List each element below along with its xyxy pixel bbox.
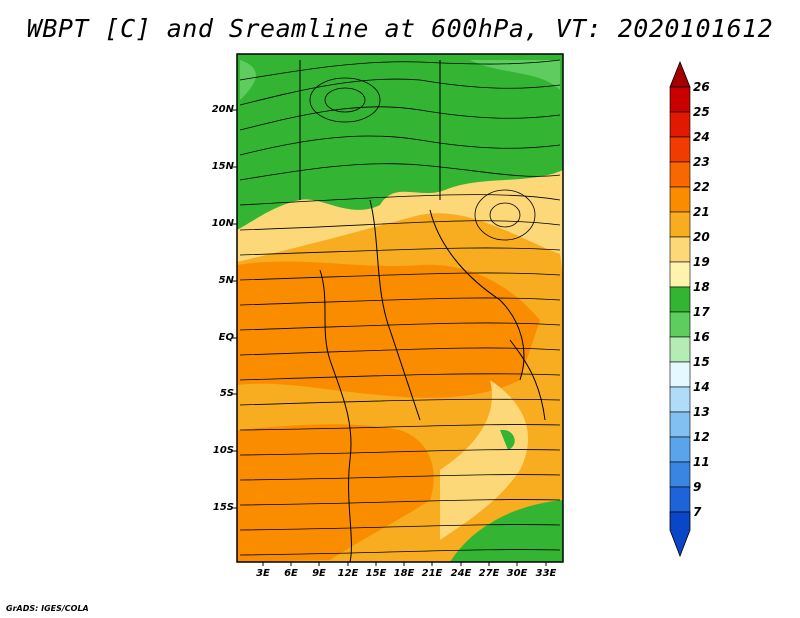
- map-frame: [236, 53, 564, 563]
- colorbar-cell: [669, 186, 691, 213]
- colorbar-label: 25: [693, 105, 710, 119]
- lon-label: 15E: [365, 568, 387, 579]
- colorbar-cell: [669, 436, 691, 463]
- colorbar: [669, 60, 691, 558]
- lon-label: 9E: [312, 568, 326, 579]
- map-title: WBPT [C] and Sreamline at 600hPa, VT: 20…: [26, 14, 774, 43]
- colorbar-label: 11: [693, 455, 710, 469]
- lon-label: 30E: [506, 568, 528, 579]
- map-field: [237, 54, 563, 562]
- colorbar-cell: [669, 411, 691, 438]
- lat-label: EQ: [218, 332, 234, 343]
- lat-label: 20N: [211, 104, 234, 115]
- colorbar-label: 18: [693, 280, 710, 294]
- lat-label: 10N: [211, 218, 234, 229]
- lon-label: 27E: [478, 568, 500, 579]
- colorbar-cell: [669, 486, 691, 513]
- lat-label: 5N: [218, 275, 234, 286]
- lon-ticks: [262, 562, 547, 566]
- field-22-south: [237, 424, 434, 562]
- lon-label: 21E: [421, 568, 443, 579]
- colorbar-label: 16: [693, 330, 710, 344]
- lon-label: 12E: [337, 568, 359, 579]
- field-18-lake: [500, 429, 515, 450]
- field-22-central: [237, 261, 540, 398]
- colorbar-cell: [669, 236, 691, 263]
- lon-label: 3E: [256, 568, 270, 579]
- colorbar-cell: [669, 261, 691, 288]
- streamlines: [239, 59, 561, 556]
- colorbar-cell: [669, 211, 691, 238]
- colorbar-label: 21: [693, 205, 710, 219]
- colorbar-label: 9: [693, 480, 702, 494]
- colorbar-label: 14: [693, 380, 710, 394]
- colorbar-cell: [669, 161, 691, 188]
- colorbar-label: 20: [693, 230, 710, 244]
- lat-ticks: [233, 109, 237, 509]
- colorbar-label: 17: [693, 305, 710, 319]
- lon-label: 18E: [393, 568, 415, 579]
- colorbar-cell: [669, 86, 691, 113]
- lat-label: 10S: [212, 445, 234, 456]
- colorbar-label: 24: [693, 130, 710, 144]
- colorbar-cell: [669, 136, 691, 163]
- field-18-north: [237, 54, 563, 230]
- field-18-south: [450, 500, 563, 562]
- colorbar-label: 22: [693, 180, 710, 194]
- lat-label: 15S: [212, 502, 234, 513]
- colorbar-label: 26: [693, 80, 710, 94]
- colorbar-bottom-arrow: [669, 511, 691, 558]
- lat-label: 15N: [211, 161, 234, 172]
- lon-label: 6E: [284, 568, 298, 579]
- colorbar-label: 7: [693, 505, 702, 519]
- country-borders: [299, 60, 546, 562]
- colorbar-label: 12: [693, 430, 710, 444]
- colorbar-cell: [669, 361, 691, 388]
- credit-text: GrADS: IGES/COLA: [6, 604, 89, 613]
- colorbar-label: 23: [693, 155, 710, 169]
- colorbar-top-arrow: [669, 60, 691, 88]
- colorbar-label: 15: [693, 355, 710, 369]
- colorbar-cell: [669, 311, 691, 338]
- lon-label: 24E: [450, 568, 472, 579]
- lat-label: 5S: [219, 388, 234, 399]
- colorbar-cell: [669, 336, 691, 363]
- colorbar-cell: [669, 386, 691, 413]
- colorbar-cell: [669, 461, 691, 488]
- field-17-patch: [240, 60, 256, 100]
- colorbar-label: 19: [693, 255, 710, 269]
- lon-label: 33E: [535, 568, 557, 579]
- colorbar-cell: [669, 286, 691, 313]
- colorbar-label: 13: [693, 405, 710, 419]
- field-17-patch-ne: [470, 60, 560, 90]
- colorbar-cell: [669, 111, 691, 138]
